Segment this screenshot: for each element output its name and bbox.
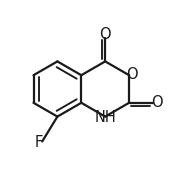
Text: F: F bbox=[35, 135, 43, 150]
Text: O: O bbox=[99, 27, 111, 41]
Text: NH: NH bbox=[94, 110, 116, 125]
Text: O: O bbox=[151, 95, 163, 110]
Text: O: O bbox=[126, 67, 138, 82]
